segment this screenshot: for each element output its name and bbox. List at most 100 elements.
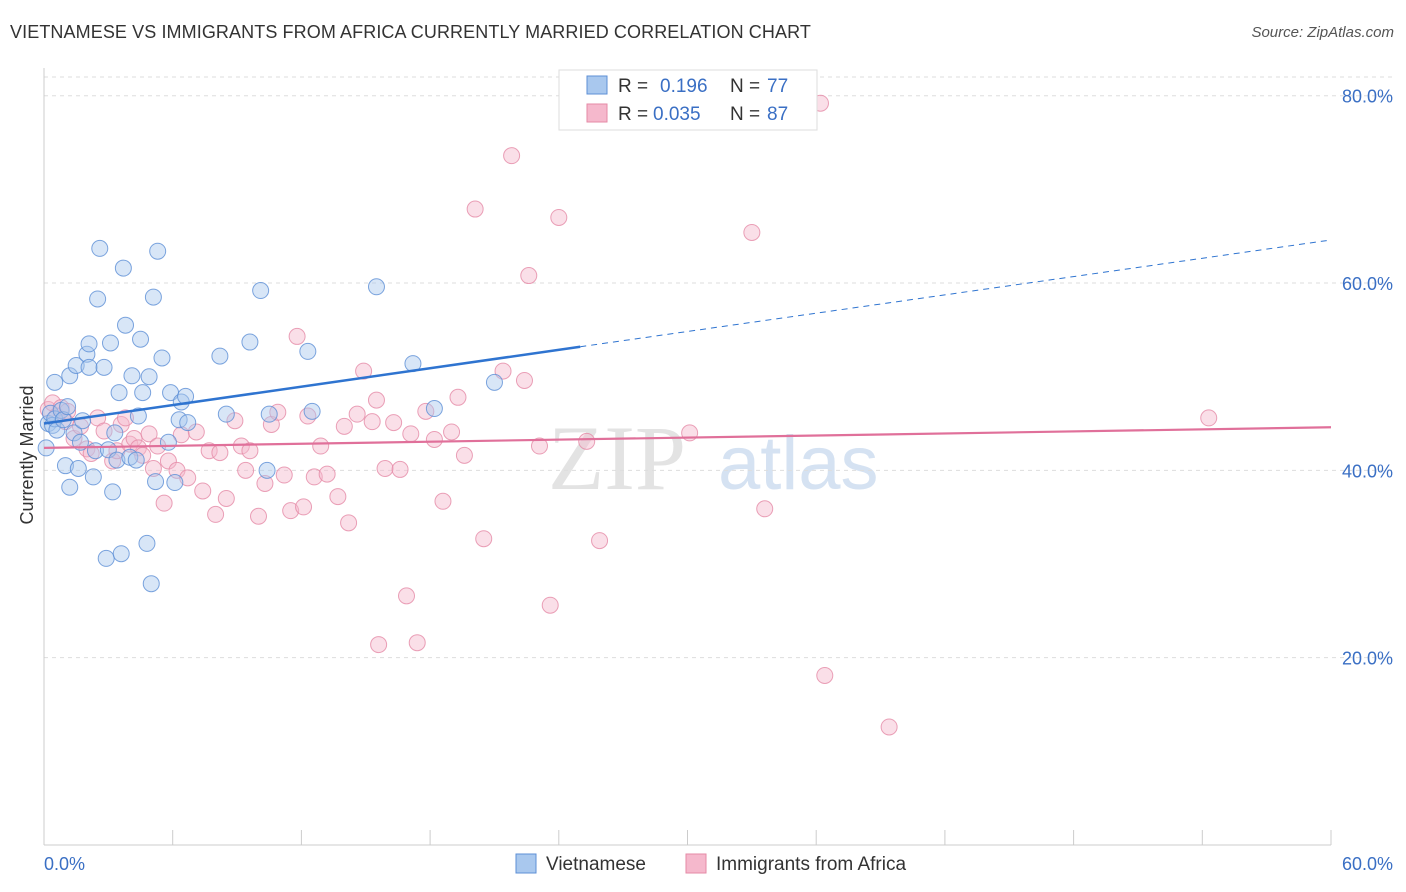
point-pink-79 — [578, 432, 596, 450]
point-pink-11 — [95, 422, 113, 440]
point-pink-28 — [187, 423, 205, 441]
point-pink-27 — [179, 469, 197, 487]
series-vietnamese — [37, 239, 503, 593]
point-pink-23 — [155, 494, 173, 512]
point-blue-30 — [106, 424, 124, 442]
point-pink-34 — [226, 412, 244, 430]
point-blue-40 — [132, 330, 150, 348]
point-pink-74 — [515, 371, 533, 389]
point-blue-11 — [61, 478, 79, 496]
point-blue-61 — [260, 405, 278, 423]
point-pink-61 — [398, 587, 416, 605]
point-blue-14 — [67, 356, 85, 374]
trend-line-vietnamese — [43, 345, 581, 425]
point-pink-70 — [466, 200, 484, 218]
legend-r-value-1: 0.196 — [660, 76, 708, 97]
point-pink-29 — [194, 482, 212, 500]
point-blue-9 — [56, 457, 74, 475]
point-pink-78 — [550, 208, 568, 226]
point-pink-68 — [449, 388, 467, 406]
point-pink-48 — [312, 437, 330, 455]
point-blue-34 — [114, 259, 132, 277]
y-tick-label-80: 80.0% — [1342, 87, 1393, 107]
point-blue-56 — [211, 347, 229, 365]
point-blue-41 — [134, 384, 152, 402]
point-pink-65 — [425, 430, 443, 448]
trend-lines — [43, 239, 1332, 449]
point-blue-43 — [140, 368, 158, 386]
point-pink-71 — [475, 530, 493, 548]
point-pink-82 — [743, 223, 761, 241]
point-pink-76 — [530, 437, 548, 455]
bottom-legend-label-vietnamese: Vietnamese — [546, 854, 646, 875]
point-blue-32 — [110, 384, 128, 402]
point-blue-31 — [108, 451, 126, 469]
point-blue-59 — [252, 282, 270, 300]
legend-r-label-1: R = — [618, 76, 648, 97]
point-blue-13 — [65, 424, 83, 442]
x-tick-label-max: 60.0% — [1342, 854, 1393, 874]
legend-r-label-2: R = — [618, 104, 648, 125]
point-pink-53 — [348, 405, 366, 423]
legend-n-label-1: N = — [730, 76, 760, 97]
point-pink-72 — [494, 362, 512, 380]
point-blue-20 — [80, 358, 98, 376]
watermark: ZIP atlas — [548, 407, 879, 509]
legend-n-label-2: N = — [730, 104, 760, 125]
point-blue-18 — [78, 345, 96, 363]
y-tick-label-20: 20.0% — [1342, 649, 1393, 669]
point-blue-12 — [61, 367, 79, 385]
gridlines — [44, 76, 1393, 659]
point-pink-39 — [256, 474, 274, 492]
point-blue-15 — [69, 459, 87, 477]
y-tick-label-60: 60.0% — [1342, 274, 1393, 294]
point-blue-28 — [101, 334, 119, 352]
point-blue-37 — [123, 367, 141, 385]
y-tick-label-40: 40.0% — [1342, 461, 1393, 481]
point-pink-86 — [880, 718, 898, 736]
axes — [43, 68, 1332, 846]
point-blue-10 — [59, 398, 77, 416]
point-pink-52 — [340, 514, 358, 532]
point-pink-33 — [217, 489, 235, 507]
point-blue-60 — [258, 461, 276, 479]
point-pink-77 — [541, 596, 559, 614]
point-blue-66 — [425, 400, 443, 418]
point-pink-83 — [756, 500, 774, 518]
legend-swatch-pink — [586, 103, 608, 123]
point-pink-45 — [295, 498, 313, 516]
y-axis-title: Currently Married — [17, 385, 37, 524]
point-pink-63 — [408, 634, 426, 652]
point-blue-29 — [104, 483, 122, 501]
point-blue-47 — [149, 242, 167, 260]
source-credit: Source: ZipAtlas.com — [1251, 24, 1394, 41]
trend-line-vietnamese-extrapolated — [580, 239, 1332, 348]
point-blue-44 — [142, 575, 160, 593]
legend-n-value-2: 87 — [767, 104, 788, 125]
point-blue-55 — [179, 414, 197, 432]
trend-line-africa — [43, 426, 1332, 449]
point-blue-35 — [117, 316, 135, 334]
point-pink-49 — [318, 465, 336, 483]
point-blue-5 — [46, 373, 64, 391]
point-pink-57 — [370, 636, 388, 654]
point-pink-36 — [237, 461, 255, 479]
point-pink-41 — [269, 403, 287, 421]
point-blue-25 — [95, 358, 113, 376]
point-blue-67 — [485, 373, 503, 391]
point-pink-30 — [200, 442, 218, 460]
point-blue-57 — [217, 405, 235, 423]
watermark-zip: ZIP — [548, 407, 686, 509]
point-pink-56 — [367, 391, 385, 409]
point-pink-73 — [503, 147, 521, 165]
point-blue-19 — [80, 335, 98, 353]
point-pink-47 — [305, 468, 323, 486]
point-blue-63 — [303, 402, 321, 420]
bottom-legend-swatch-blue — [515, 853, 537, 874]
point-pink-60 — [391, 460, 409, 478]
point-blue-26 — [97, 549, 115, 567]
point-pink-35 — [232, 437, 250, 455]
chart-title: VIETNAMESE VS IMMIGRANTS FROM AFRICA CUR… — [10, 22, 811, 42]
point-blue-48 — [153, 349, 171, 367]
